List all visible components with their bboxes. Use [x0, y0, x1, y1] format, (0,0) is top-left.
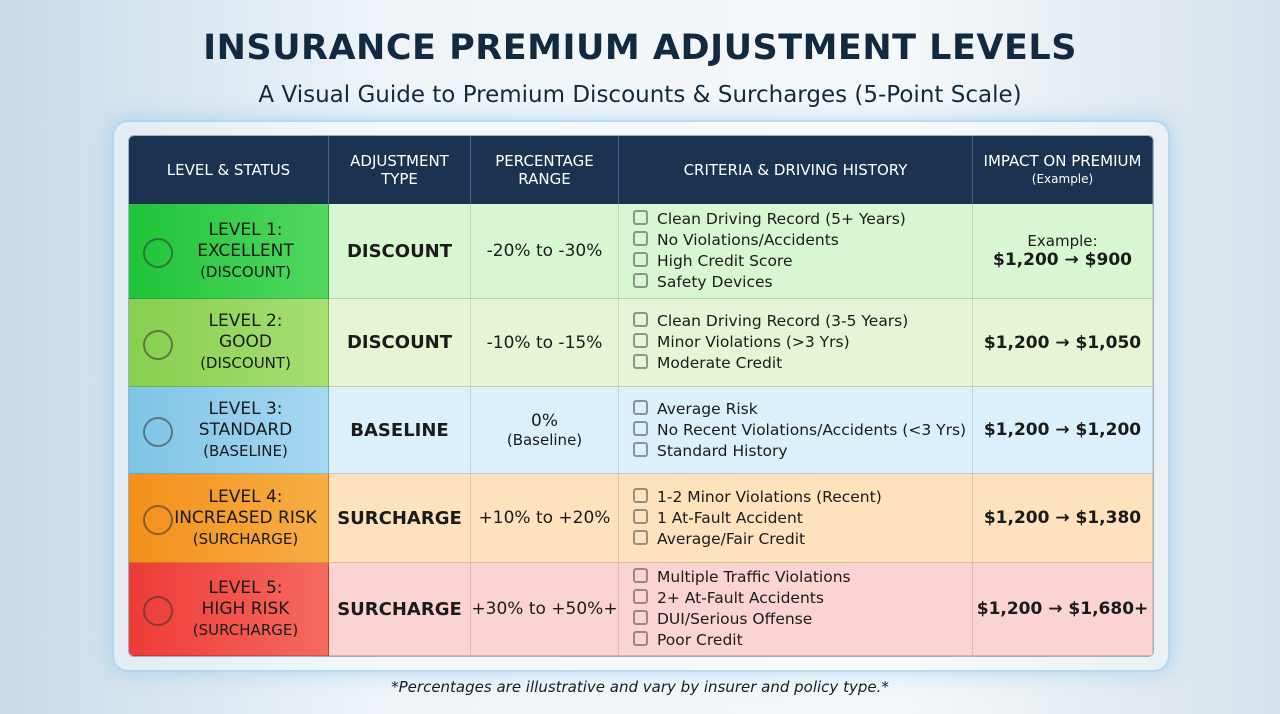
impact: $1,200 → $900 [993, 250, 1132, 270]
table: LEVEL & STATUS ADJUSTMENT TYPE PERCENTAGE … [128, 135, 1154, 657]
subtitle: A Visual Guide to Premium Discounts & Su… [258, 82, 1022, 108]
adjustment-type: BASELINE [329, 387, 471, 474]
impact: $1,200 → $1,680+ [976, 599, 1149, 619]
range-cell: +30% to +50%+ [471, 563, 619, 656]
criterion: DUI/Serious Offense [633, 609, 812, 630]
impact: $1,200 → $1,050 [983, 332, 1142, 353]
status-note: (SURCHARGE) [192, 529, 299, 548]
criteria-cell: Clean Driving Record (3-5 Years) Minor Vi… [619, 299, 973, 387]
status: STANDARD [198, 419, 293, 440]
column-header: CRITERIA & DRIVING HISTORY [619, 136, 973, 204]
column-title: ADJUSTMENT TYPE [350, 152, 449, 188]
criterion: Average/Fair Credit [633, 529, 805, 550]
column-header: ADJUSTMENT TYPE [329, 136, 471, 204]
column-title: CRITERIA & DRIVING HISTORY [683, 161, 908, 179]
status-note: (SURCHARGE) [192, 620, 299, 639]
status: HIGH RISK [201, 598, 290, 619]
criterion: Average Risk [633, 399, 758, 420]
range: -20% to -30% [486, 241, 603, 261]
criterion: Poor Credit [633, 630, 743, 651]
impact-cell: $1,200 → $1,680+ [973, 563, 1153, 656]
criterion: Clean Driving Record (3-5 Years) [633, 311, 908, 332]
level-icon [143, 238, 173, 268]
impact: $1,200 → $1,380 [983, 508, 1142, 528]
criterion: 1 At-Fault Accident [633, 508, 803, 529]
level: LEVEL 5: [208, 577, 283, 598]
impact-label: Example: [1027, 232, 1098, 250]
level-cell: LEVEL 1: EXCELLENT (DISCOUNT) [129, 204, 329, 299]
range-note: (Baseline) [506, 431, 583, 449]
impact-cell: Example: $1,200 → $900 [973, 204, 1153, 299]
criterion: Moderate Credit [633, 353, 782, 374]
column-header: IMPACT ON PREMIUM (Example) [973, 136, 1153, 204]
column-title: PERCENTAGE RANGE [495, 152, 594, 188]
criterion: Clean Driving Record (5+ Years) [633, 209, 906, 230]
impact: $1,200 → $1,200 [983, 420, 1142, 440]
criterion: 1-2 Minor Violations (Recent) [633, 487, 882, 508]
level: LEVEL 1: [208, 219, 283, 240]
level-icon [143, 329, 173, 360]
status: INCREASED RISK [174, 507, 317, 528]
adjustment-type: SURCHARGE [329, 563, 471, 656]
status-note: (DISCOUNT) [200, 354, 291, 372]
column-header: PERCENTAGE RANGE [471, 136, 619, 204]
status-note: (DISCOUNT) [200, 262, 291, 281]
column-title: IMPACT ON PREMIUM [983, 152, 1142, 170]
criteria-cell: 1-2 Minor Violations (Recent) 1 At-Fault … [619, 474, 973, 563]
level-cell: LEVEL 5: HIGH RISK (SURCHARGE) [129, 563, 329, 656]
criterion: 2+ At-Fault Accidents [633, 588, 824, 609]
level-icon [143, 596, 173, 626]
status: GOOD [218, 332, 273, 352]
level-cell: LEVEL 2: GOOD (DISCOUNT) [129, 299, 329, 387]
footnote: *Percentages are illustrative and vary b… [391, 678, 889, 696]
impact-cell: $1,200 → $1,380 [973, 474, 1153, 563]
criterion: Safety Devices [633, 272, 773, 293]
criterion: Minor Violations (>3 Yrs) [633, 332, 850, 353]
range: +30% to +50%+ [471, 599, 618, 619]
status-note: (BASELINE) [203, 441, 288, 460]
adjustment-type: DISCOUNT [329, 204, 471, 299]
level-icon [143, 505, 173, 535]
level: LEVEL 3: [208, 398, 283, 419]
column-note: (Example) [1031, 172, 1094, 186]
level: LEVEL 2: [208, 311, 283, 331]
level: LEVEL 4: [208, 486, 283, 507]
range: 0% [531, 411, 558, 431]
criteria-cell: Clean Driving Record (5+ Years) No Violat… [619, 204, 973, 299]
range: +10% to +20% [478, 508, 611, 528]
column-header: LEVEL & STATUS [129, 136, 329, 204]
level-cell: LEVEL 3: STANDARD (BASELINE) [129, 387, 329, 474]
criteria-cell: Multiple Traffic Violations 2+ At-Fault A… [619, 563, 973, 656]
range: -10% to -15% [486, 332, 603, 353]
adjustment-type: SURCHARGE [329, 474, 471, 563]
criterion: Multiple Traffic Violations [633, 567, 851, 588]
range-cell: 0% (Baseline) [471, 387, 619, 474]
adjustment-type: DISCOUNT [329, 299, 471, 387]
column-title: LEVEL & STATUS [166, 161, 291, 179]
criterion: No Violations/Accidents [633, 230, 839, 251]
criterion: High Credit Score [633, 251, 793, 272]
range-cell: -20% to -30% [471, 204, 619, 299]
range-cell: -10% to -15% [471, 299, 619, 387]
criteria-cell: Average Risk No Recent Violations/Acciden… [619, 387, 973, 474]
impact-cell: $1,200 → $1,050 [973, 299, 1153, 387]
title: INSURANCE PREMIUM ADJUSTMENT LEVELS [203, 28, 1077, 68]
status: EXCELLENT [197, 240, 294, 261]
range-cell: +10% to +20% [471, 474, 619, 563]
criterion: No Recent Violations/Accidents (<3 Yrs) [633, 420, 966, 441]
impact-cell: $1,200 → $1,200 [973, 387, 1153, 474]
level-cell: LEVEL 4: INCREASED RISK (SURCHARGE) [129, 474, 329, 563]
criterion: Standard History [633, 441, 788, 462]
level-icon [143, 417, 173, 447]
